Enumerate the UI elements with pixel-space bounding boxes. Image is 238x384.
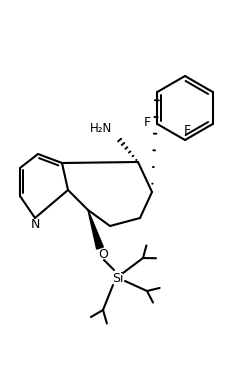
Text: N: N bbox=[30, 218, 40, 232]
Text: F: F bbox=[144, 116, 151, 129]
Text: O: O bbox=[98, 248, 108, 262]
Text: F: F bbox=[183, 124, 191, 136]
Polygon shape bbox=[88, 210, 103, 249]
Text: H₂N: H₂N bbox=[90, 121, 112, 134]
Text: Si: Si bbox=[112, 271, 124, 285]
